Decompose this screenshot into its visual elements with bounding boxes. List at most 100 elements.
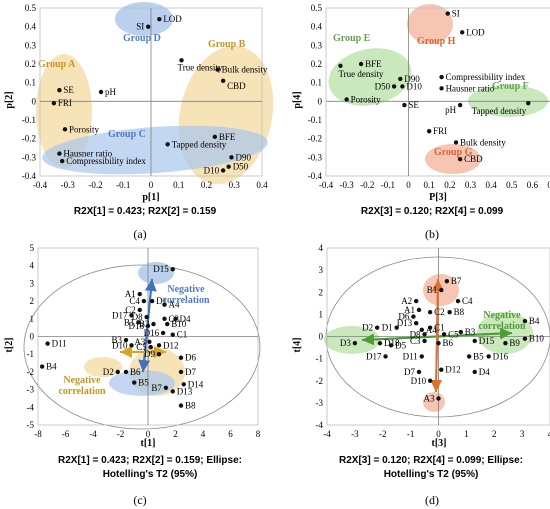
xlabel-c: t[1] (141, 438, 156, 449)
point-label-c: C4 (129, 296, 140, 306)
point-label-c: A4 (169, 300, 180, 310)
point-label-d: D12 (445, 365, 461, 375)
group-e-ellipse (328, 48, 412, 106)
x-tick-label-c: 2 (173, 429, 178, 439)
point-d-b6 (436, 340, 441, 346)
panel-label-a: (a) (133, 227, 146, 241)
caption-c-line2: Hotelling's T2 (95%) (103, 469, 198, 480)
point-d-d2 (374, 325, 380, 330)
point-b-se (402, 102, 407, 108)
point-label-d: C3 (410, 336, 421, 346)
point-c-d4 (173, 316, 178, 321)
point-d-b7 (444, 278, 450, 284)
y-tick-label-d: -4 (316, 420, 324, 430)
point-d-d3 (352, 340, 358, 346)
x-tick-label-c: 0 (146, 429, 151, 439)
x-tick-label-b: 0.3 (465, 180, 477, 190)
group-b-label: Group B (208, 39, 246, 50)
region-left-d (324, 326, 380, 354)
point-label-d: B4 (529, 316, 540, 326)
x-tick-label-c: -4 (89, 429, 97, 439)
group-g-ellipse (425, 144, 481, 174)
point-c-d9 (156, 352, 162, 357)
point-label-c: D16 (144, 328, 160, 338)
point-label-d: D4 (479, 367, 490, 377)
group-h-label: Group H (417, 36, 456, 47)
axes-a: -0.4 -0.3 -0.2 -0.1 0 0.1 0.2 0.3 0.4 -0.4 -0.3 -0.… (22, 3, 268, 190)
point-label-c: D17 (112, 310, 128, 320)
point-d-d16 (486, 354, 491, 359)
point-a-d90 (229, 155, 234, 160)
points-c: D15A1C4D1A4C2D17D8B2C3B10D4B1D18A3D16C1B… (39, 264, 204, 411)
point-label-c: D14 (188, 379, 204, 389)
point-label-d: D10 (411, 376, 427, 386)
point-d-d18 (377, 340, 383, 346)
neg-corr-c2-line2: correlation (58, 386, 105, 397)
point-label-a: FRI (58, 98, 72, 108)
point-label-b: FRI (433, 126, 447, 136)
negative-correlation-c-blue: Negative correlation (162, 284, 209, 306)
point-c-d17 (129, 313, 134, 318)
point-b-porosity (344, 97, 349, 102)
point-d-b4 (522, 318, 528, 324)
point-a-hausner-ratio (57, 151, 62, 156)
point-b-hausner-ratio (439, 86, 444, 91)
point-label-b: D50 (375, 81, 391, 91)
point-label-a: CBD (227, 81, 246, 91)
x-tick-label-b: -0.2 (360, 180, 374, 190)
point-a-compressibility-index (60, 158, 65, 164)
point-c-b6 (123, 369, 129, 375)
point-label-d: D7 (404, 367, 415, 377)
point-label-d: D11 (403, 351, 418, 361)
point-d-d7 (416, 369, 422, 375)
y-tick-label-a: 0.2 (25, 59, 36, 69)
y-tick-label-c: 0 (30, 332, 35, 342)
x-tick-label-a: 0.2 (201, 180, 212, 190)
point-label-d: D2 (362, 323, 373, 333)
point-label-b: Compressibility index (446, 72, 526, 82)
point-d-d11 (419, 354, 424, 359)
point-label-c: D2 (103, 367, 114, 377)
point-c-b10 (165, 321, 170, 327)
point-label-c: B5 (138, 378, 149, 388)
point-b-bfe (358, 61, 364, 67)
point-c-d16 (160, 330, 166, 336)
neg-corr-c2-line1: Negative (63, 375, 101, 386)
point-label-b: D10 (406, 81, 422, 91)
x-tick-label-c: 4 (201, 429, 206, 439)
x-tick-label-a: -0.4 (33, 180, 48, 190)
point-a-fri (51, 101, 57, 106)
x-tick-label-d: 4 (548, 429, 550, 439)
y-tick-label-b: 0 (318, 96, 323, 106)
point-d-d8 (422, 332, 427, 337)
axes-c: -8 -6 -4 -2 0 2 4 6 8 -5 -4 -3 -2 -1 0 1 2 3 4 5 (27, 243, 261, 439)
point-d-c1 (427, 325, 433, 330)
point-b-d90 (398, 76, 403, 82)
y-tick-label-c: 2 (30, 296, 35, 306)
point-d-d12 (439, 367, 444, 372)
point-c-d12 (156, 343, 162, 348)
x-tick-label-a: 0.4 (256, 180, 268, 190)
point-c-c2 (137, 307, 142, 313)
point-d-a1 (416, 307, 422, 313)
point-c-d15 (170, 267, 175, 272)
point-label-b: True density (338, 69, 383, 79)
point-label-b: SI (452, 9, 460, 19)
point-c-d6 (178, 355, 184, 360)
y-tick-label-c: -5 (27, 420, 35, 430)
point-b-true-density (338, 63, 343, 69)
point-d-c3 (422, 338, 427, 344)
point-label-d: D1 (382, 323, 393, 333)
point-label-a: SE (63, 85, 74, 95)
group-c-label: Group C (108, 129, 146, 140)
group-c-ellipse (42, 125, 268, 175)
y-tick-label-b: -0.4 (308, 171, 323, 181)
group-h-ellipse (407, 4, 453, 44)
x-tick-label-d: -2 (379, 429, 387, 439)
point-label-c: D18 (129, 321, 145, 331)
neg-corr-d-line2: correlation (478, 321, 525, 332)
point-a-si (146, 24, 151, 29)
point-c-c1 (170, 332, 175, 337)
x-tick-label-c: -6 (62, 429, 70, 439)
